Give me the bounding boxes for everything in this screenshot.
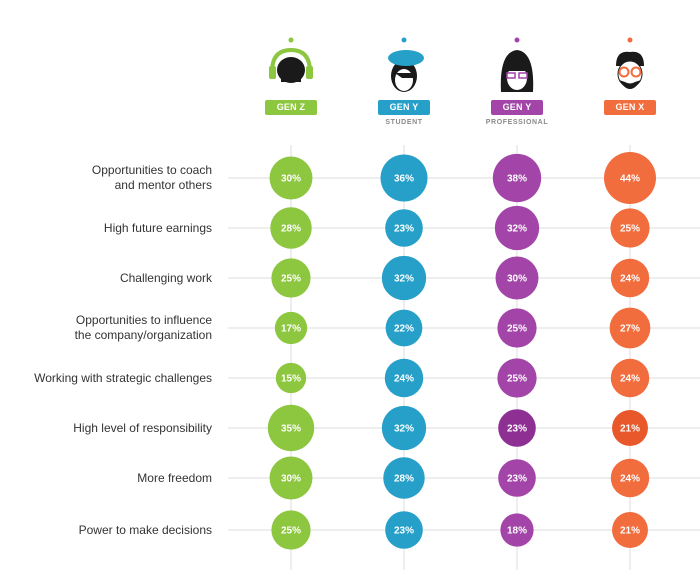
bubble — [385, 511, 423, 549]
category-label: Working with strategic challenges — [34, 370, 212, 385]
bubble-value-label: 44% — [620, 174, 640, 185]
bubble-value-label: 15% — [281, 374, 301, 385]
bubble — [610, 208, 650, 248]
bubble — [271, 258, 311, 298]
bubble — [495, 256, 539, 300]
bubble — [269, 456, 313, 500]
column-marker-dot — [514, 37, 520, 43]
bubble — [383, 457, 425, 499]
bubble-value-label: 38% — [507, 174, 527, 185]
bubble-value-label: 21% — [620, 424, 640, 435]
bubble-value-label: 28% — [394, 474, 414, 485]
bubble — [612, 410, 648, 446]
beret-person-icon — [388, 50, 424, 92]
bubble-value-label: 25% — [281, 526, 301, 537]
bubble-value-label: 25% — [507, 324, 527, 335]
bubble-value-label: 30% — [507, 274, 527, 285]
bubble-value-label: 28% — [281, 224, 301, 235]
bubble — [610, 258, 650, 298]
column-marker-dot — [288, 37, 294, 43]
category-label: Opportunities to coach and mentor others — [91, 163, 212, 192]
bubble-value-label: 24% — [620, 274, 640, 285]
bubble-value-label: 24% — [620, 474, 640, 485]
category-label: High future earnings — [103, 220, 212, 235]
category-label: Power to make decisions — [78, 522, 212, 537]
bubble-value-label: 23% — [507, 474, 527, 485]
bubble — [612, 512, 648, 548]
bubble — [267, 404, 315, 452]
bubble-value-label: 27% — [620, 324, 640, 335]
group-sublabel: STUDENT — [385, 119, 423, 126]
bubble-value-label: 32% — [394, 424, 414, 435]
bubble — [610, 458, 650, 498]
bubble-value-label: 25% — [281, 274, 301, 285]
bubble — [271, 510, 311, 550]
bubble — [497, 358, 537, 398]
bubble-value-label: 32% — [394, 274, 414, 285]
bubble — [385, 309, 423, 347]
bubble — [500, 513, 534, 547]
bubble-value-label: 23% — [394, 526, 414, 537]
bubble — [609, 307, 651, 349]
bubble — [498, 459, 536, 497]
bubble — [494, 205, 540, 251]
bubble-value-label: 25% — [620, 224, 640, 235]
bubble — [385, 209, 423, 247]
category-label: High level of responsibility — [73, 420, 212, 435]
column-marker-dot — [627, 37, 633, 43]
bubble — [604, 152, 656, 204]
group-label: GEN Y — [491, 100, 543, 115]
bubble — [274, 311, 308, 345]
bubble-value-label: 17% — [281, 324, 301, 335]
column-marker-dot — [401, 37, 407, 43]
group-sublabel: PROFESSIONAL — [485, 119, 549, 126]
bubble — [381, 405, 427, 451]
bubble — [498, 409, 536, 447]
bubble — [269, 156, 313, 200]
glasses-woman-icon — [500, 50, 534, 92]
group-label: GEN X — [604, 100, 656, 115]
bubble-value-label: 24% — [620, 374, 640, 385]
category-label: Challenging work — [119, 270, 212, 285]
bubble-value-label: 23% — [394, 224, 414, 235]
bubble — [384, 358, 424, 398]
bubble-value-label: 35% — [281, 424, 301, 435]
bubble-value-label: 30% — [281, 474, 301, 485]
bubble-value-label: 32% — [507, 224, 527, 235]
bubble — [275, 362, 307, 394]
bubble — [380, 154, 428, 202]
category-label: Opportunities to influence the company/or… — [74, 313, 212, 342]
bubble-value-label: 18% — [507, 526, 527, 537]
group-label: GEN Z — [265, 100, 317, 115]
category-label: More freedom — [137, 470, 212, 485]
bubble — [492, 153, 542, 203]
bubble-value-label: 23% — [507, 424, 527, 435]
bubble — [610, 358, 650, 398]
bubble-value-label: 25% — [507, 374, 527, 385]
bubble — [270, 207, 312, 249]
bubble — [497, 308, 537, 348]
bubble-value-label: 30% — [281, 174, 301, 185]
bubble-value-label: 24% — [394, 374, 414, 385]
bubble-value-label: 21% — [620, 526, 640, 537]
headphones-person-icon — [269, 47, 313, 83]
bearded-man-icon — [616, 51, 644, 89]
bubble — [381, 255, 427, 301]
bubble-value-label: 36% — [394, 174, 414, 185]
bubble-value-label: 22% — [394, 324, 414, 335]
group-label: GEN Y — [378, 100, 430, 115]
